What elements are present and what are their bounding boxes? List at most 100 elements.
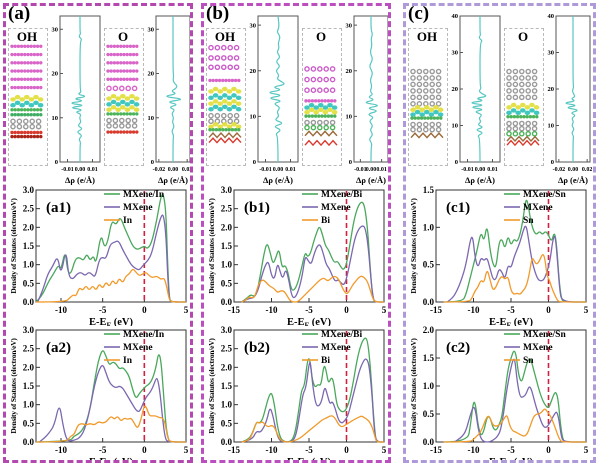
- dos-ytick: 1.5: [423, 353, 435, 363]
- site-label-o: O: [517, 29, 529, 44]
- dos-xtick: -5: [305, 445, 313, 455]
- dos-svg: 0.0 0.5 1.0 1.5 2.0 2.5 3.0 -15 -10 -5 0 5 (b2) MXene…: [221, 325, 387, 463]
- profile-xtick: -0.02: [153, 167, 166, 173]
- dos-svg: 0.0 0.5 1.0 1.5 2.0 2.5 3.0 -10 -5 0 5 (a2) MXene/In…: [23, 325, 189, 460]
- dos-xtick: -5: [507, 445, 515, 455]
- dos-ytick: 2.0: [23, 222, 35, 232]
- dos-xtick: 5: [382, 445, 387, 455]
- dos-curve-mxene-bi: [241, 337, 384, 443]
- dos-xtick: -10: [55, 445, 67, 455]
- dos-curve-mxene-sn: [443, 350, 586, 443]
- dos-panel-title: (a2): [46, 340, 71, 356]
- profile-xlabel: Δρ (e/Å): [158, 175, 188, 185]
- dos-panel-a1: 0.0 0.5 1.0 1.5 2.0 2.5 3.0 -10 -5 0 5 (a1) MXene/In…: [6, 185, 190, 330]
- dos-curve-mxene: [37, 214, 186, 303]
- profile-svg: 0 10 20 30 -0.01 0.00 0.01 Δρ (e/Å): [250, 15, 299, 185]
- dos-curve-in: [35, 405, 186, 443]
- dos-xtick: 5: [184, 445, 189, 455]
- dos-ytick: 1.0: [23, 260, 35, 270]
- dos-svg: 0.0 0.5 1.0 1.5 -15 -10 -5 0 5 (c1) MXene/Sn MXene S…: [423, 185, 589, 330]
- charge-density-curve: [71, 16, 86, 163]
- dos-panel-c1: 0.0 0.5 1.0 1.5 -15 -10 -5 0 5 (c1) MXene/Sn MXene S…: [406, 185, 590, 330]
- profile-xtick: 0.01: [87, 167, 98, 173]
- dos-curve-mxene: [241, 358, 384, 443]
- legend-label: MXene: [523, 343, 553, 353]
- profile-ytick: 10: [346, 114, 353, 121]
- profile-ytick: 30: [52, 26, 59, 33]
- dos-xlabel: E-EF (eV): [89, 317, 133, 326]
- structure-a-oh: [8, 28, 48, 166]
- delta-rho-plot-o: 0 10 20 30 -0.02 0.00 0.02 Δρ (e/Å): [142, 12, 192, 186]
- profile-xtick: -0.01: [461, 167, 474, 173]
- profile-ytick: 10: [52, 115, 59, 122]
- dos-ylabel: Density of Statutes (electron/eV): [207, 338, 216, 434]
- dos-xlabel: E-EF (eV): [287, 457, 331, 463]
- profile-xlabel: Δρ (e/Å): [263, 175, 293, 185]
- profile-ytick: 20: [52, 71, 59, 78]
- dos-xtick: -15: [430, 445, 442, 455]
- delta-rho-plot-oh: 0 10 20 30 -0.01 0.00 0.01 Δρ (e/Å): [244, 12, 300, 186]
- profile-ytick: 40: [452, 13, 459, 20]
- structure-a-oh-atoms: [10, 44, 44, 139]
- profile-ytick: 10: [452, 123, 459, 130]
- dos-curve-bi: [241, 415, 384, 443]
- dos-xtick: 0: [344, 445, 349, 455]
- legend-label: In: [123, 356, 133, 366]
- dos-ylabel: Density of Statutes (electron/eV): [409, 198, 418, 294]
- dos-xtick: 0: [142, 305, 147, 315]
- delta-rho-plot-oh: 0 10 20 30 40 -0.01 0.00 0.01 Δρ (e/Å): [446, 12, 502, 186]
- legend-label: MXene/Bi: [321, 330, 363, 340]
- dos-xtick: -10: [266, 445, 278, 455]
- profile-ytick: 20: [148, 71, 155, 78]
- profile-svg: 0 10 20 30 40 -0.01 0.00 0.01 Δρ (e/Å): [452, 13, 501, 185]
- legend-label: Bi: [321, 356, 330, 366]
- profile-xtick: -0.01: [259, 167, 272, 173]
- structure-c-o: [504, 28, 544, 166]
- dos-xtick: -10: [266, 305, 278, 315]
- dos-xtick: -10: [468, 445, 480, 455]
- legend-label: MXene/In: [123, 190, 165, 200]
- dos-ytick: 2.0: [221, 222, 233, 232]
- dos-curve-mxene: [446, 225, 586, 303]
- structure-b-oh: [206, 28, 246, 166]
- profile-ytick: 0: [151, 159, 154, 166]
- profile-ytick: 20: [548, 86, 555, 93]
- dos-ytick: 1.5: [221, 241, 233, 251]
- dos-ytick: 1.5: [423, 186, 435, 195]
- legend-label: MXene: [123, 203, 153, 213]
- dos-ytick: 3.0: [221, 186, 233, 195]
- dos-xtick: 5: [382, 305, 387, 315]
- site-label-o: O: [315, 29, 327, 44]
- dos-ytick: 1.5: [221, 381, 233, 391]
- dos-ytick: 2.0: [221, 362, 233, 372]
- dos-svg: 0.0 0.5 1.0 1.5 2.0 2.5 3.0 -15 -10 -5 0 5 (b1) MXene…: [221, 185, 387, 330]
- structure-c-oh: [408, 28, 448, 166]
- dos-ytick: 0.0: [23, 437, 35, 447]
- panel-label-c: (c): [408, 3, 430, 24]
- profile-ytick: 20: [346, 68, 353, 75]
- structure-c-oh-atoms: [410, 68, 444, 139]
- dos-panel-title: (b1): [244, 200, 270, 216]
- panel-label-b: (b): [206, 3, 230, 24]
- dos-ytick: 1.0: [423, 222, 435, 232]
- dos-xlabel: E-EF (eV): [489, 317, 533, 326]
- dos-curve-mxene-bi: [241, 201, 384, 303]
- profile-ytick: 0: [349, 159, 352, 166]
- legend-label: In: [123, 216, 133, 226]
- dos-xtick: -5: [99, 305, 107, 315]
- dos-ytick: 0.0: [23, 297, 35, 307]
- profile-xtick: 0.01: [487, 167, 498, 173]
- dos-xlabel: E-EF (eV): [287, 317, 331, 326]
- profile-xtick: 0.02: [582, 167, 592, 173]
- dos-curve-mxene-sn: [443, 199, 586, 303]
- profile-ytick: 30: [452, 50, 459, 57]
- dos-ytick: 1.0: [221, 400, 233, 410]
- dos-ylabel: Density of Statutes (electron/eV): [9, 338, 18, 434]
- profile-xtick: 0.00: [168, 167, 179, 173]
- dos-ytick: 1.5: [23, 241, 35, 251]
- charge-density-curve: [269, 15, 285, 163]
- dos-ytick: 2.5: [23, 204, 35, 214]
- profile-xtick: 0.02: [182, 167, 192, 173]
- profile-ytick: 30: [250, 22, 257, 29]
